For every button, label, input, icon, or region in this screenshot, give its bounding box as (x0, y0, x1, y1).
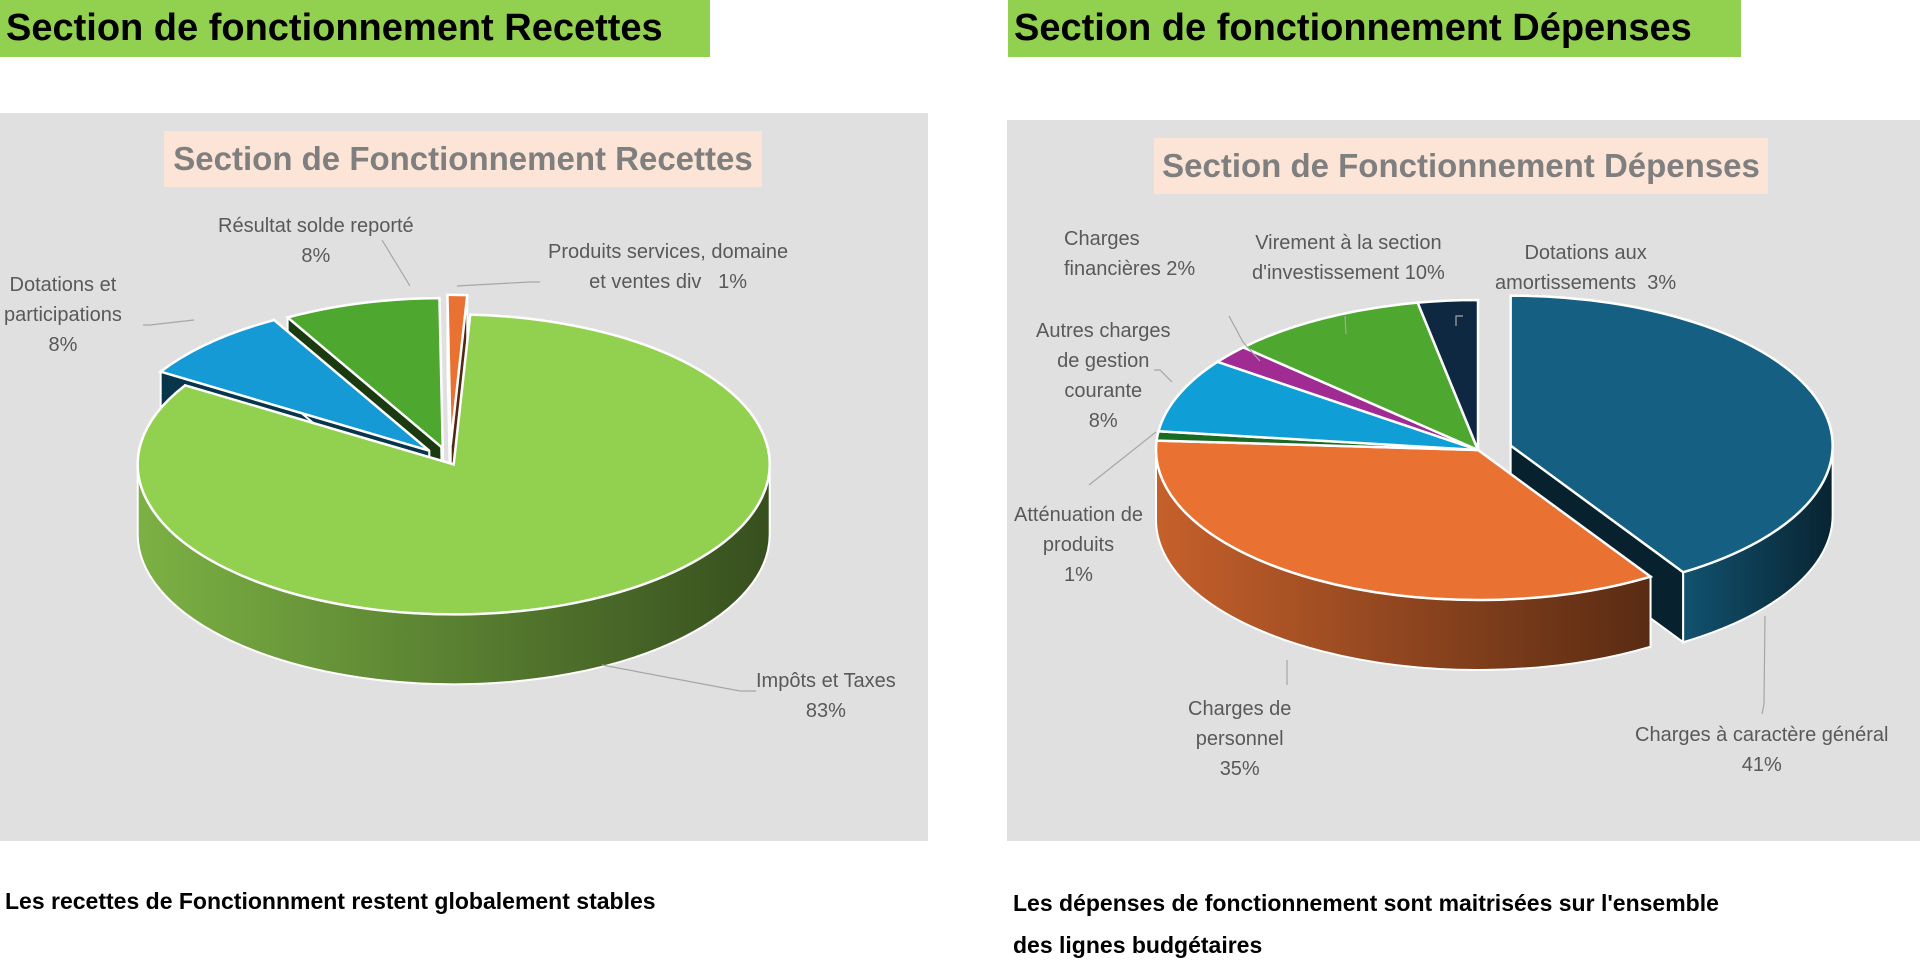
leader-line (1344, 315, 1347, 335)
data-label-virement: Virement à la section d'investissement 1… (1252, 232, 1445, 284)
caption-line: des lignes budgétaires (1013, 932, 1263, 958)
caption-line: Les dépenses de fonctionnement sont mait… (1013, 890, 1719, 916)
pie-slice (1509, 294, 1834, 574)
data-label-charges-financieres: Charges financières 2% (1064, 228, 1196, 280)
data-label-impots: Impôts et Taxes 83% (756, 670, 896, 722)
data-label-attenuation: Atténuation de produits 1% (1014, 504, 1143, 586)
leader-line (1154, 369, 1173, 383)
pie-chart-recettes (136, 239, 771, 692)
leader-line (1088, 431, 1157, 486)
data-label-charges-generales: Charges à caractère général 41% (1635, 724, 1889, 776)
caption-depenses: Les dépenses de fonctionnement sont mait… (1013, 882, 1719, 966)
data-label-produits: Produits services, domaine et ventes div… (548, 241, 789, 293)
pie-slice (1154, 439, 1654, 602)
section-header-recettes: Section de fonctionnement Recettes (0, 0, 710, 57)
leader-line (381, 239, 411, 287)
chart-depenses: Section de Fonctionnement Dépenses Charg… (1007, 120, 1920, 841)
chart-title: Section de Fonctionnement Dépenses (1154, 138, 1768, 194)
leader-line (601, 664, 756, 692)
data-label-resultat: Résultat solde reporté 8% (218, 215, 414, 267)
chart-title: Section de Fonctionnement Recettes (164, 131, 762, 187)
pie-slice (284, 296, 445, 451)
pie-chart-depenses (1088, 294, 1834, 715)
data-label-autres-charges: Autres charges de gestion courante 8% (1036, 320, 1171, 432)
pie-slice (157, 318, 431, 452)
pie-slice (1156, 360, 1479, 452)
data-label-dotations: Dotations et participations 8% (4, 274, 122, 356)
pie-slice (136, 313, 771, 616)
leader-line (456, 281, 540, 287)
caption-recettes: Les recettes de Fonctionnment restent gl… (5, 888, 656, 914)
leader-line (1228, 315, 1261, 362)
pie-slice (1415, 298, 1480, 451)
leader-line (143, 319, 195, 326)
leader-line (1761, 615, 1766, 715)
pie-slice (1240, 301, 1481, 453)
data-label-dotations-amortissements: Dotations aux amortissements 3% (1495, 242, 1677, 294)
chart-recettes: Section de Fonctionnement Recettes Produ… (0, 113, 928, 841)
section-header-depenses: Section de fonctionnement Dépenses (1008, 0, 1741, 57)
leader-line (1455, 315, 1463, 326)
pie-slice (446, 293, 469, 446)
data-label-charges-personnel: Charges de personnel 35% (1188, 698, 1292, 780)
